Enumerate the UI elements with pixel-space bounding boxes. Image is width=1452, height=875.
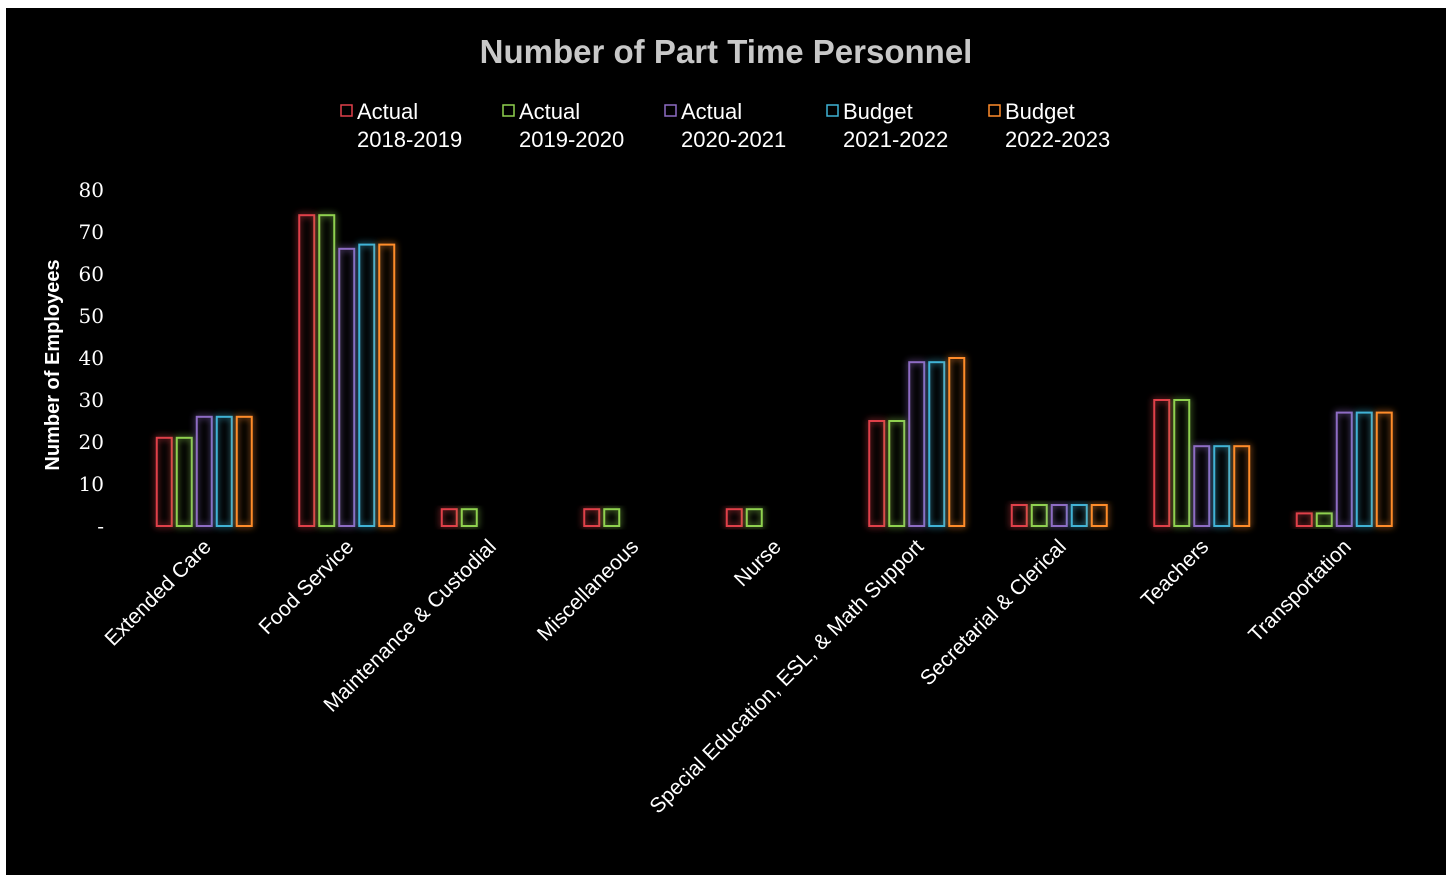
x-tick-label: Special Education, ESL, & Math Support bbox=[645, 535, 928, 818]
x-tick-label: Secretarial & Clerical bbox=[916, 535, 1071, 690]
bar bbox=[725, 508, 743, 528]
bar bbox=[1295, 512, 1313, 527]
bar bbox=[318, 214, 336, 527]
bar bbox=[338, 247, 356, 528]
y-tick-label: 30 bbox=[79, 388, 104, 412]
bar bbox=[378, 243, 396, 527]
bar bbox=[358, 243, 376, 527]
bar bbox=[583, 508, 601, 528]
legend-swatch bbox=[826, 104, 839, 117]
bar bbox=[1173, 399, 1191, 527]
bar bbox=[928, 361, 946, 528]
bar bbox=[1375, 411, 1393, 528]
chart-frame: Number of Part Time Personnel Number of … bbox=[6, 8, 1446, 875]
y-tick-label: 10 bbox=[79, 472, 104, 496]
chart-title: Number of Part Time Personnel bbox=[480, 33, 973, 70]
legend-label: Actual bbox=[681, 99, 742, 124]
bar bbox=[175, 436, 193, 527]
bar bbox=[888, 420, 906, 527]
y-tick-label: 60 bbox=[79, 262, 104, 286]
legend-label: Budget bbox=[843, 99, 913, 124]
legend-label: 2020-2021 bbox=[681, 127, 786, 152]
bar bbox=[298, 214, 316, 527]
bar bbox=[1213, 445, 1231, 528]
legend-swatch bbox=[340, 104, 353, 117]
bar bbox=[745, 508, 763, 528]
bar bbox=[868, 420, 886, 527]
legend-swatch bbox=[502, 104, 515, 117]
x-tick-label: Food Service bbox=[255, 535, 359, 639]
y-tick-label: 20 bbox=[79, 430, 104, 454]
legend-label: Budget bbox=[1005, 99, 1075, 124]
bar bbox=[1153, 399, 1171, 527]
bar bbox=[1315, 512, 1333, 527]
legend-label: 2018-2019 bbox=[357, 127, 462, 152]
y-axis-ticks: - 10 20 30 40 50 60 70 80 bbox=[79, 178, 104, 538]
bar bbox=[1233, 445, 1251, 528]
bar bbox=[1030, 504, 1048, 527]
y-tick-label: 80 bbox=[79, 178, 104, 202]
bar bbox=[155, 436, 173, 527]
x-tick-label: Transportation bbox=[1244, 535, 1355, 646]
bar bbox=[1355, 411, 1373, 528]
legend-swatch bbox=[664, 104, 677, 117]
y-axis-label: Number of Employees bbox=[42, 259, 64, 470]
y-tick-label: 70 bbox=[79, 220, 104, 244]
x-tick-label: Extended Care bbox=[100, 535, 215, 650]
legend-label: Actual bbox=[357, 99, 418, 124]
y-tick-label: - bbox=[97, 514, 104, 538]
bar bbox=[1193, 445, 1211, 528]
bar bbox=[1010, 504, 1028, 527]
bar bbox=[908, 361, 926, 528]
legend-label: 2019-2020 bbox=[519, 127, 624, 152]
bar bbox=[1090, 504, 1108, 527]
legend-label: 2022-2023 bbox=[1005, 127, 1110, 152]
legend-label: Actual bbox=[519, 99, 580, 124]
legend-swatch bbox=[988, 104, 1001, 117]
y-tick-label: 40 bbox=[79, 346, 104, 370]
bar-chart: Number of Part Time Personnel Number of … bbox=[42, 33, 1393, 818]
x-tick-label: Nurse bbox=[730, 535, 786, 591]
bar bbox=[215, 415, 233, 527]
bar bbox=[948, 357, 966, 527]
bar bbox=[440, 508, 458, 528]
bar bbox=[1050, 504, 1068, 527]
bars bbox=[155, 214, 1393, 528]
bar bbox=[1335, 411, 1353, 528]
bar bbox=[1070, 504, 1088, 527]
bar bbox=[235, 415, 253, 527]
bar bbox=[603, 508, 621, 528]
y-tick-label: 50 bbox=[79, 304, 104, 328]
legend: Actual 2018-2019 Actual 2019-2020 Actual 2020… bbox=[340, 99, 1110, 152]
legend-label: 2021-2022 bbox=[843, 127, 948, 152]
bar bbox=[460, 508, 478, 528]
bar bbox=[195, 415, 213, 527]
x-tick-label: Teachers bbox=[1137, 535, 1214, 612]
x-tick-label: Miscellaneous bbox=[533, 535, 643, 645]
